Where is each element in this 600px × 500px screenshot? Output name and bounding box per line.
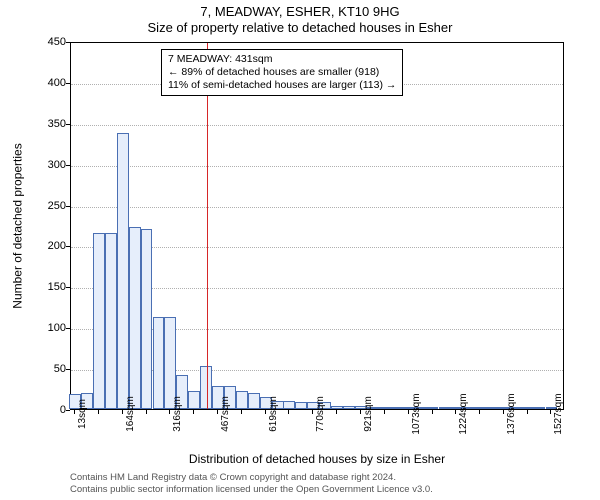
y-tick-label: 400	[34, 77, 66, 89]
x-tick-label: 1073sqm	[411, 393, 422, 434]
chart-container: 7, MEADWAY, ESHER, KT10 9HG Size of prop…	[0, 0, 600, 500]
x-tick-mark	[217, 410, 218, 414]
histogram-bar	[295, 402, 307, 409]
footer-line2: Contains public sector information licen…	[70, 484, 564, 496]
y-tick-mark	[66, 246, 70, 247]
histogram-bar	[129, 227, 141, 409]
histogram-bar	[153, 317, 165, 409]
y-tick-label: 450	[34, 36, 66, 48]
x-tick-mark	[408, 410, 409, 414]
x-tick-mark	[527, 410, 528, 414]
annotation-line2: ← 89% of detached houses are smaller (91…	[168, 66, 396, 79]
x-tick-label: 13sqm	[77, 399, 88, 429]
x-tick-mark	[336, 410, 337, 414]
gridline-h	[71, 125, 563, 126]
histogram-bar	[343, 406, 355, 409]
histogram-bar	[331, 406, 343, 409]
footer-line1: Contains HM Land Registry data © Crown c…	[70, 472, 564, 484]
x-tick-mark	[312, 410, 313, 414]
gridline-h	[71, 166, 563, 167]
reference-line	[207, 43, 208, 409]
y-tick-mark	[66, 206, 70, 207]
y-tick-mark	[66, 42, 70, 43]
histogram-bar	[141, 229, 153, 409]
histogram-bar	[248, 393, 260, 409]
x-tick-mark	[169, 410, 170, 414]
x-tick-mark	[146, 410, 147, 414]
histogram-bar	[105, 233, 117, 409]
y-tick-label: 250	[34, 200, 66, 212]
x-tick-label: 164sqm	[125, 396, 136, 432]
x-tick-label: 1527sqm	[553, 393, 564, 434]
y-tick-mark	[66, 287, 70, 288]
y-tick-label: 350	[34, 118, 66, 130]
x-tick-mark	[432, 410, 433, 414]
histogram-bar	[522, 407, 534, 409]
x-tick-mark	[265, 410, 266, 414]
x-tick-mark	[384, 410, 385, 414]
x-tick-label: 770sqm	[315, 396, 326, 432]
y-tick-mark	[66, 124, 70, 125]
y-axis-label: Number of detached properties	[8, 42, 28, 410]
histogram-bar	[379, 407, 391, 409]
x-tick-mark	[479, 410, 480, 414]
y-tick-mark	[66, 165, 70, 166]
histogram-bar	[474, 407, 486, 409]
y-tick-label: 50	[34, 363, 66, 375]
histogram-bar	[391, 407, 403, 409]
x-tick-mark	[550, 410, 551, 414]
y-tick-label: 0	[34, 404, 66, 416]
y-tick-label: 200	[34, 240, 66, 252]
gridline-h	[71, 207, 563, 208]
x-tick-mark	[455, 410, 456, 414]
x-tick-label: 619sqm	[268, 396, 279, 432]
x-tick-mark	[360, 410, 361, 414]
histogram-bar	[439, 407, 451, 409]
annotation-line3: 11% of semi-detached houses are larger (…	[168, 79, 396, 92]
x-tick-label: 921sqm	[363, 396, 374, 432]
y-tick-mark	[66, 83, 70, 84]
x-tick-label: 1376sqm	[506, 393, 517, 434]
x-tick-mark	[288, 410, 289, 414]
footer-attribution: Contains HM Land Registry data © Crown c…	[70, 472, 564, 496]
plot-area: 7 MEADWAY: 431sqm← 89% of detached house…	[70, 42, 564, 410]
histogram-bar	[283, 401, 295, 409]
y-tick-label: 150	[34, 281, 66, 293]
annotation-line1: 7 MEADWAY: 431sqm	[168, 53, 396, 66]
x-tick-mark	[74, 410, 75, 414]
x-tick-label: 316sqm	[172, 396, 183, 432]
x-tick-mark	[98, 410, 99, 414]
y-tick-mark	[66, 328, 70, 329]
histogram-bar	[188, 391, 200, 409]
chart-title-line1: 7, MEADWAY, ESHER, KT10 9HG	[0, 4, 600, 19]
histogram-bar	[117, 133, 129, 409]
x-tick-mark	[503, 410, 504, 414]
histogram-bar	[534, 407, 546, 409]
histogram-bar	[236, 391, 248, 409]
x-axis-label: Distribution of detached houses by size …	[70, 452, 564, 466]
x-tick-mark	[122, 410, 123, 414]
x-tick-mark	[241, 410, 242, 414]
histogram-bar	[486, 407, 498, 409]
histogram-bar	[427, 407, 439, 409]
histogram-bar	[93, 233, 105, 409]
x-tick-mark	[193, 410, 194, 414]
x-tick-label: 1224sqm	[458, 393, 469, 434]
y-tick-mark	[66, 410, 70, 411]
chart-title-line2: Size of property relative to detached ho…	[0, 20, 600, 35]
annotation-box: 7 MEADWAY: 431sqm← 89% of detached house…	[161, 49, 403, 96]
y-tick-label: 300	[34, 159, 66, 171]
y-tick-mark	[66, 369, 70, 370]
x-tick-label: 467sqm	[220, 396, 231, 432]
y-tick-label: 100	[34, 322, 66, 334]
